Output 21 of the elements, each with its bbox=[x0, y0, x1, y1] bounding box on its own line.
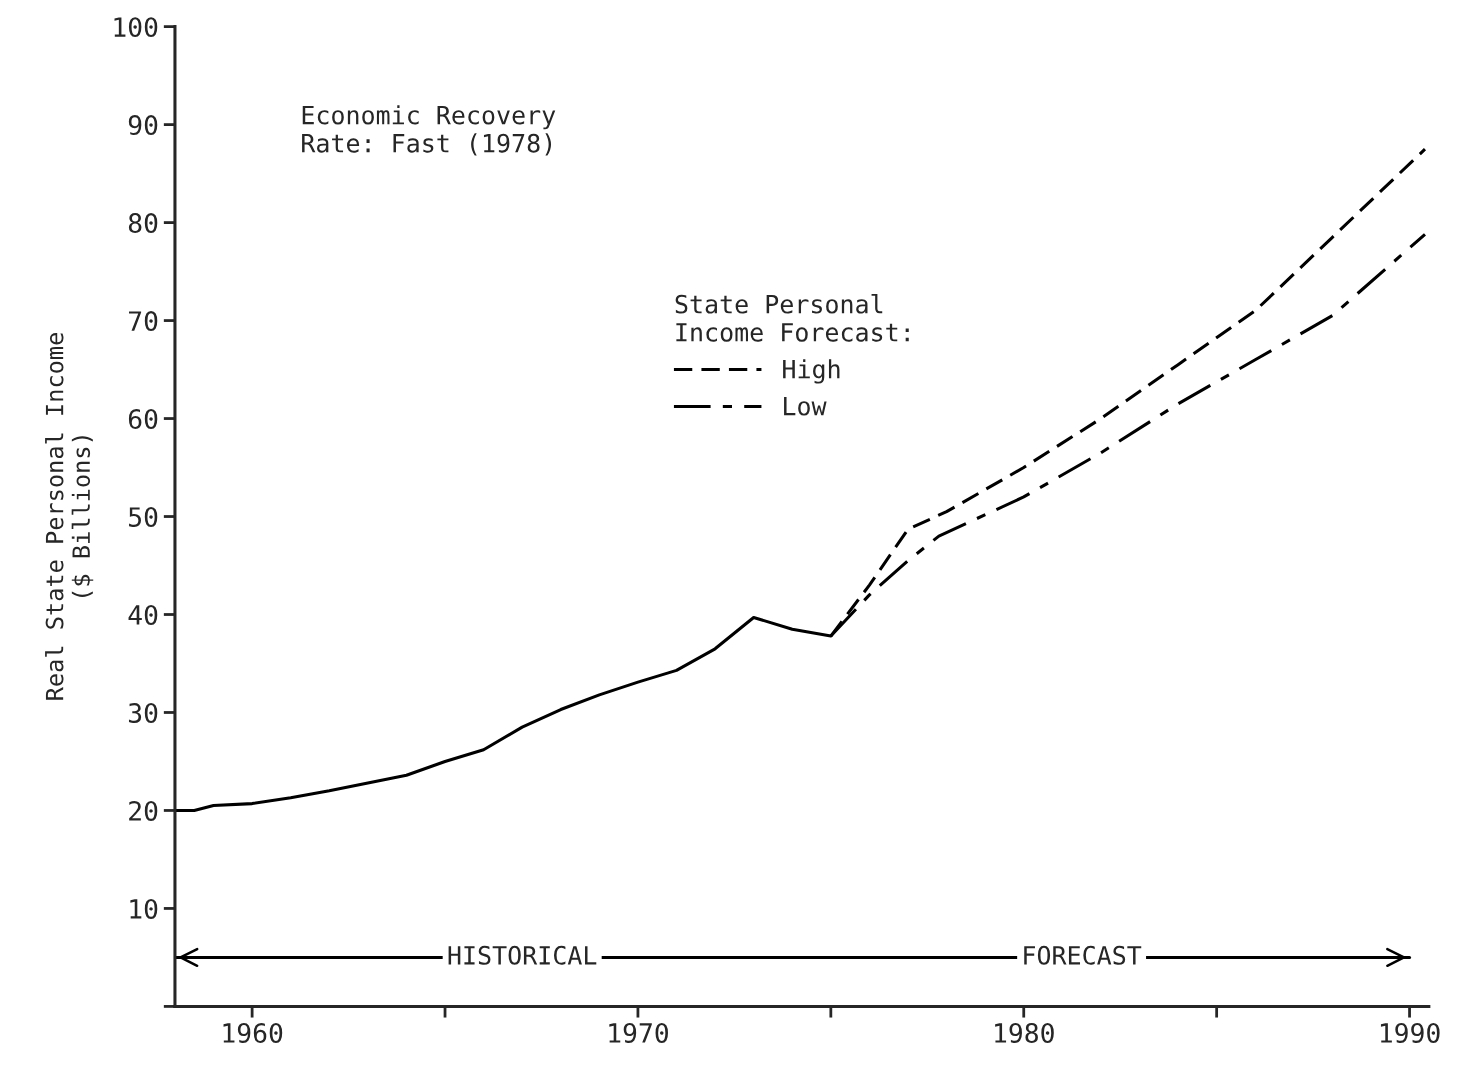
y-tick-label: 50 bbox=[129, 507, 158, 527]
annotation: HISTORICAL bbox=[448, 945, 597, 965]
y-tick-label: 70 bbox=[129, 311, 158, 332]
y-tick-label: 30 bbox=[128, 703, 158, 723]
legend-title: State Personal Income Forecast: bbox=[675, 294, 909, 342]
y-tick-label: 90 bbox=[128, 115, 158, 136]
y-tick-label: 10 bbox=[130, 898, 158, 919]
y-tick-label: 100 bbox=[114, 17, 158, 38]
x-tick-label: 1960 bbox=[223, 1023, 283, 1043]
y-tick-label: 20 bbox=[129, 800, 158, 821]
annotation: FORECAST bbox=[1024, 945, 1142, 965]
y-tick-label: 80 bbox=[128, 213, 158, 234]
x-tick-label: 1980 bbox=[995, 1023, 1054, 1043]
x-tick-label: 1970 bbox=[609, 1023, 668, 1043]
legend-label: Low bbox=[784, 396, 827, 416]
y-tick-label: 40 bbox=[128, 605, 158, 625]
x-tick-label: 1990 bbox=[1380, 1023, 1440, 1043]
annotation: Economic Recovery Rate: Fast (1978) bbox=[302, 105, 556, 156]
y-axis-title: Real State Personal Income ($ Billions) bbox=[45, 333, 94, 700]
legend-label: High bbox=[783, 359, 840, 384]
y-tick-label: 60 bbox=[128, 409, 158, 430]
